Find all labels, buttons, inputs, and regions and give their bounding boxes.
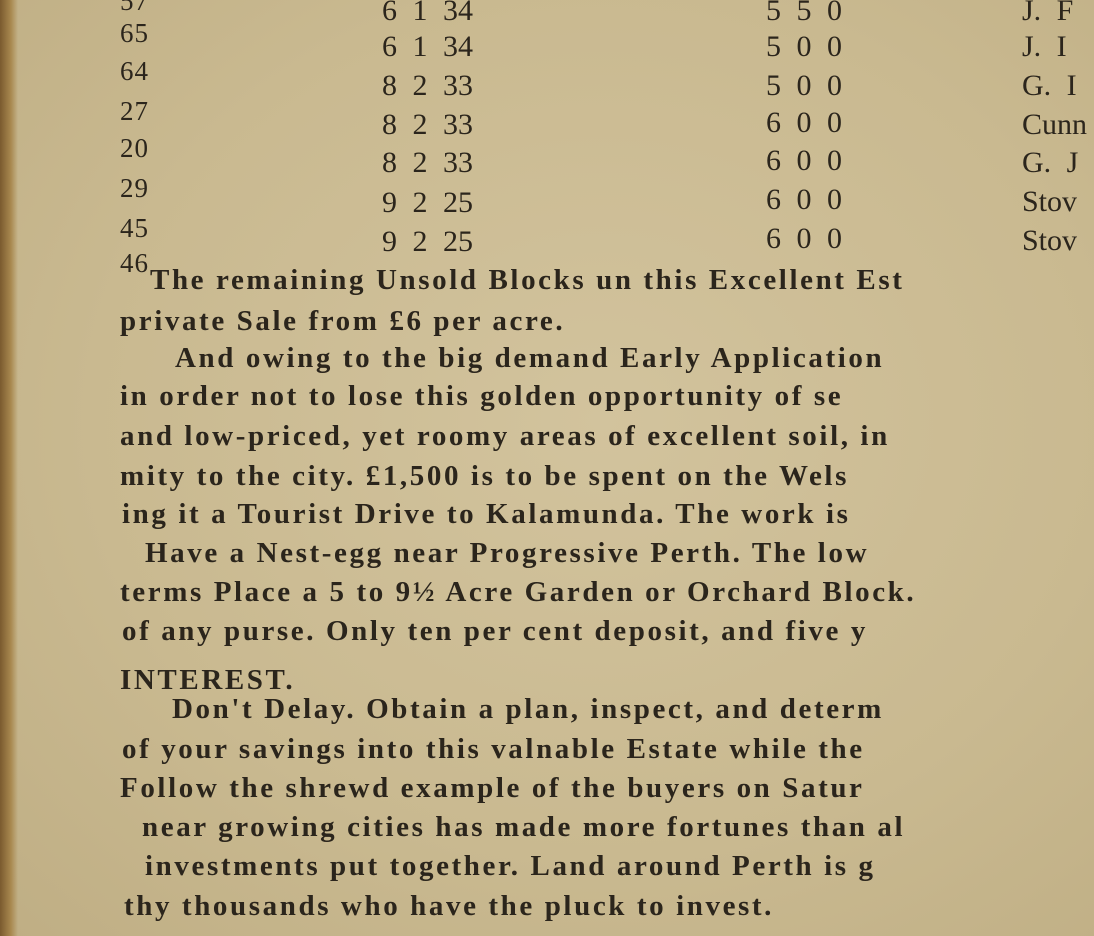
area: 9 2 25 [382, 186, 473, 219]
price: 6 0 0 [766, 222, 842, 255]
text-line: Follow the shrewd example of the buyers … [120, 772, 865, 804]
area: 8 2 33 [382, 69, 473, 102]
text-line: Don't Delay. Obtain a plan, inspect, and… [172, 693, 884, 725]
buyer: Stov [1022, 185, 1078, 218]
buyer: G. J [1022, 146, 1079, 179]
price: 6 0 0 [766, 144, 842, 177]
lot-number: 20 [120, 133, 149, 163]
lot-number: 65 [120, 18, 149, 48]
text-line: of any purse. Only ten per cent deposit,… [122, 615, 868, 647]
lot-number: 45 [120, 213, 149, 243]
text-line: near growing cities has made more fortun… [142, 811, 906, 843]
area: 8 2 33 [382, 146, 473, 179]
price: 5 5 0 [766, 0, 842, 27]
area: 8 2 33 [382, 108, 473, 141]
text-line: in order not to lose this golden opportu… [120, 380, 844, 412]
area: 9 2 25 [382, 225, 473, 258]
text-line: and low-priced, yet roomy areas of excel… [120, 420, 890, 452]
lot-number: 46 [120, 248, 149, 278]
price: 5 0 0 [766, 69, 842, 102]
buyer: G. I [1022, 69, 1077, 102]
price: 6 0 0 [766, 106, 842, 139]
text-line: mity to the city. £1,500 is to be spent … [120, 460, 849, 492]
lot-number: 27 [120, 96, 149, 126]
buyer: J. F [1022, 0, 1074, 27]
text-line: The remaining Unsold Blocks un this Exce… [150, 264, 905, 296]
text-line: investments put together. Land around Pe… [145, 850, 876, 882]
area: 6 1 34 [382, 30, 473, 63]
text-line: And owing to the big demand Early Applic… [175, 342, 885, 374]
page-edge [0, 0, 18, 936]
text-line: ing it a Tourist Drive to Kalamunda. The… [122, 498, 851, 530]
text-line: terms Place a 5 to 9½ Acre Garden or Orc… [120, 576, 917, 608]
price: 5 0 0 [766, 30, 842, 63]
buyer: Stov [1022, 224, 1078, 257]
lot-number: 29 [120, 173, 149, 203]
area: 6 1 34 [382, 0, 473, 27]
text-line: Have a Nest-egg near Progressive Perth. … [145, 537, 870, 569]
text-line: of your savings into this valnable Estat… [122, 733, 865, 765]
buyer: J. I [1022, 30, 1067, 63]
lot-number: 64 [120, 56, 149, 86]
price: 6 0 0 [766, 183, 842, 216]
text-line: INTEREST. [120, 664, 296, 696]
text-line: thy thousands who have the pluck to inve… [124, 890, 775, 922]
text-line: private Sale from £6 per acre. [120, 305, 566, 337]
buyer: Cunn [1022, 108, 1088, 141]
lot-number: 57 [120, 0, 149, 16]
